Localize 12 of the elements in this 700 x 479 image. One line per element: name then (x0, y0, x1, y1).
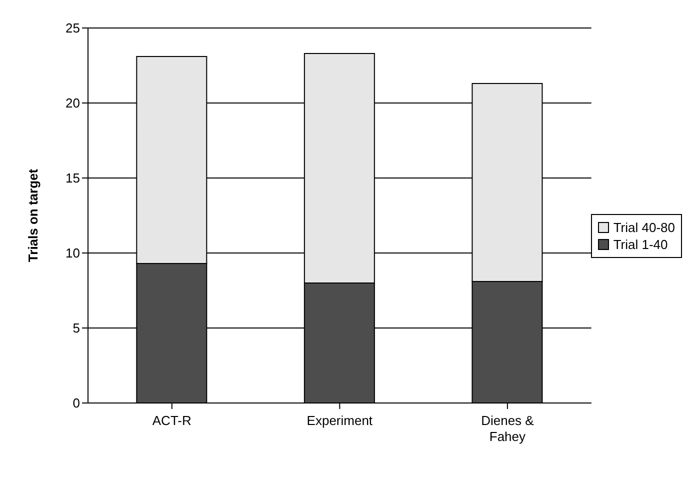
x-tick-label: Experiment (306, 413, 373, 428)
y-tick-label: 0 (72, 396, 80, 411)
x-tick-label: ACT-R (152, 413, 192, 428)
legend-label: Trial 40-80 (612, 220, 675, 234)
legend-label: Trial 1-40 (612, 236, 669, 252)
y-tick-label: 25 (66, 20, 80, 36)
y-tick-label: 10 (66, 246, 80, 261)
y-tick-label: 15 (66, 170, 80, 186)
y-axis-title: Trials on target (26, 168, 41, 262)
x-tick-label: Dienes & Fahey (481, 413, 534, 444)
y-tick-label: 20 (66, 96, 80, 111)
y-tick-label: 5 (72, 320, 80, 336)
